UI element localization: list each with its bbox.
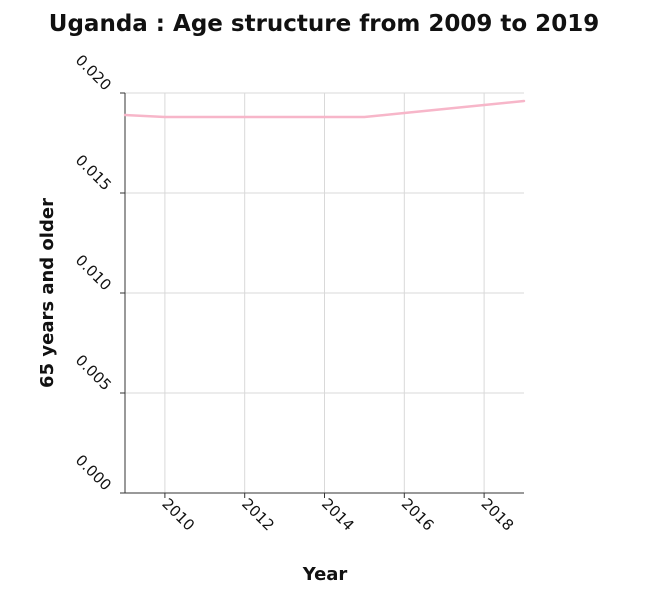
x-tick-label: 2010	[158, 495, 198, 535]
series-line	[123, 99, 526, 119]
y-tick-label: 0.010	[72, 251, 115, 294]
y-tick-label: 0.000	[72, 451, 115, 494]
y-tick-label: 0.020	[72, 51, 115, 94]
x-axis-label: Year	[302, 564, 348, 585]
y-axis-label: 65 years and older	[37, 198, 58, 388]
x-tick-label: 2018	[478, 495, 518, 535]
y-tick-label: 0.005	[72, 351, 115, 394]
series-layer	[123, 99, 526, 119]
x-tick-label: 2016	[398, 495, 438, 535]
x-tick-label: 2012	[238, 495, 278, 535]
x-tick-label: 2014	[318, 495, 358, 535]
chart-title: Uganda : Age structure from 2009 to 2019	[49, 11, 599, 37]
y-tick-label: 0.015	[72, 151, 115, 194]
grid-layer	[125, 92, 524, 494]
axis-layer	[120, 92, 524, 498]
